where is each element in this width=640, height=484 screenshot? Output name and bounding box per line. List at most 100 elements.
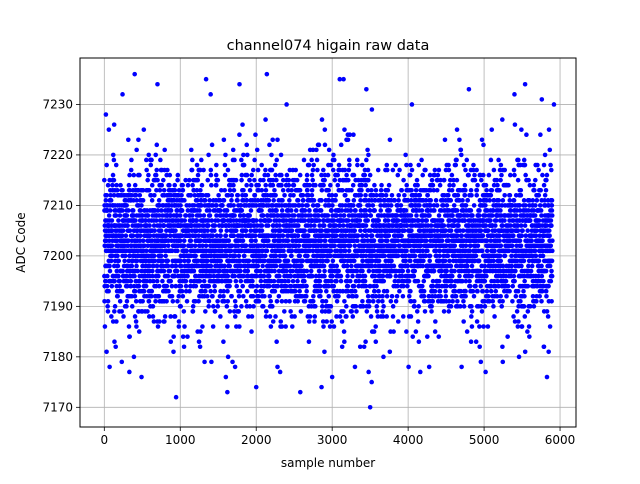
data-point — [417, 193, 422, 198]
data-point — [347, 249, 352, 254]
data-point — [198, 344, 203, 349]
data-point — [134, 324, 139, 329]
data-point — [310, 188, 315, 193]
data-point — [445, 203, 450, 208]
data-point — [425, 193, 430, 198]
data-point — [156, 274, 161, 279]
data-point — [232, 233, 237, 238]
data-point — [450, 213, 455, 218]
data-point — [469, 339, 474, 344]
data-point — [307, 208, 312, 213]
data-point — [433, 289, 438, 294]
data-point — [300, 203, 305, 208]
data-point — [318, 279, 323, 284]
data-point — [307, 339, 312, 344]
data-point — [366, 294, 371, 299]
data-point — [475, 188, 480, 193]
data-point — [142, 289, 147, 294]
data-point — [353, 243, 358, 248]
data-point — [176, 173, 181, 178]
data-point — [253, 193, 258, 198]
data-point — [381, 355, 386, 360]
data-point — [465, 198, 470, 203]
data-point — [332, 243, 337, 248]
data-point — [305, 173, 310, 178]
data-point — [212, 284, 217, 289]
data-point — [244, 143, 249, 148]
data-point — [401, 294, 406, 299]
data-point — [365, 233, 370, 238]
data-point — [233, 299, 238, 304]
data-point — [386, 218, 391, 223]
data-point — [391, 314, 396, 319]
data-point — [247, 178, 252, 183]
data-point — [449, 228, 454, 233]
data-point — [165, 168, 170, 173]
data-point — [307, 163, 312, 168]
data-point — [232, 188, 237, 193]
data-point — [256, 183, 261, 188]
data-point — [222, 137, 227, 142]
data-point — [465, 329, 470, 334]
data-point — [277, 259, 282, 264]
data-point — [365, 218, 370, 223]
data-point — [227, 238, 232, 243]
data-point — [447, 168, 452, 173]
data-point — [213, 223, 218, 228]
data-point — [408, 289, 413, 294]
data-point — [158, 188, 163, 193]
data-point — [403, 259, 408, 264]
data-point — [430, 299, 435, 304]
data-point — [436, 173, 441, 178]
data-point — [364, 213, 369, 218]
data-point — [304, 294, 309, 299]
data-point — [272, 269, 277, 274]
data-point — [119, 309, 124, 314]
data-point — [112, 279, 117, 284]
data-point — [346, 198, 351, 203]
data-point — [204, 243, 209, 248]
data-point — [178, 213, 183, 218]
data-point — [358, 228, 363, 233]
data-point — [381, 279, 386, 284]
data-point — [305, 254, 310, 259]
data-point — [333, 198, 338, 203]
data-point — [110, 218, 115, 223]
data-point — [190, 168, 195, 173]
data-point — [239, 178, 244, 183]
data-point — [286, 279, 291, 284]
data-point — [475, 183, 480, 188]
data-point — [184, 284, 189, 289]
data-point — [449, 304, 454, 309]
data-point — [109, 259, 114, 264]
data-point — [364, 158, 369, 163]
data-point — [258, 269, 263, 274]
data-point — [197, 339, 202, 344]
data-point — [302, 228, 307, 233]
data-point — [442, 309, 447, 314]
data-point — [199, 158, 204, 163]
data-point — [267, 274, 272, 279]
data-point — [200, 183, 205, 188]
data-point — [241, 188, 246, 193]
data-point — [234, 178, 239, 183]
data-point — [184, 279, 189, 284]
data-point — [245, 153, 250, 158]
data-point — [477, 208, 482, 213]
data-point — [112, 339, 117, 344]
data-point — [228, 188, 233, 193]
data-point — [267, 284, 272, 289]
data-point — [106, 289, 111, 294]
data-point — [160, 279, 165, 284]
data-point — [131, 173, 136, 178]
data-point — [201, 168, 206, 173]
data-point — [182, 324, 187, 329]
data-point — [477, 344, 482, 349]
data-point — [172, 183, 177, 188]
data-point — [302, 274, 307, 279]
data-point — [287, 299, 292, 304]
data-point — [463, 188, 468, 193]
data-point — [363, 193, 368, 198]
data-point — [253, 233, 258, 238]
